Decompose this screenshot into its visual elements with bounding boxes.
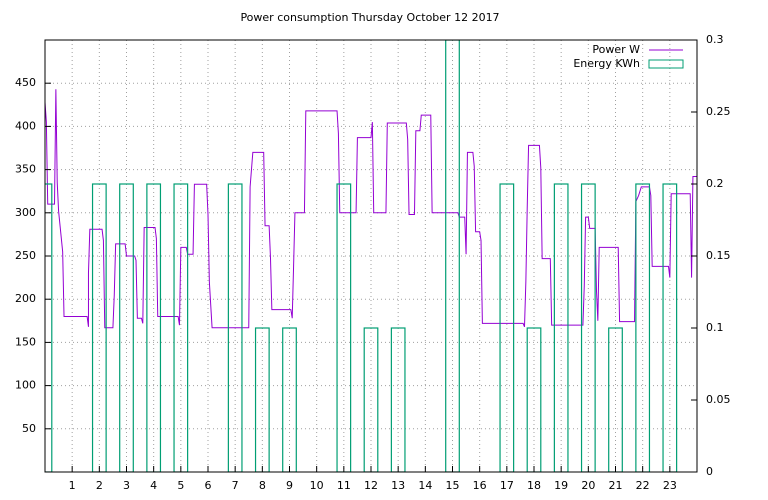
- x-tick-label: 11: [337, 479, 351, 492]
- y-tick-label: 200: [15, 292, 36, 305]
- x-tick-label: 6: [205, 479, 212, 492]
- legend-label: Energy KWh: [573, 57, 640, 70]
- energy-box: [119, 183, 134, 472]
- x-tick-label: 12: [364, 479, 378, 492]
- y-tick-label: 300: [15, 206, 36, 219]
- y2-tick-label: 0: [706, 465, 713, 478]
- plot-area: [45, 40, 697, 472]
- grid: [45, 40, 697, 472]
- power-line: [45, 89, 697, 329]
- energy-box: [608, 327, 623, 472]
- energy-box: [146, 183, 162, 472]
- x-tick-label: 19: [554, 479, 568, 492]
- chart-title: Power consumption Thursday October 12 20…: [240, 11, 499, 24]
- x-tick-label: 13: [391, 479, 405, 492]
- y-tick-label: 400: [15, 119, 36, 132]
- energy-box: [336, 183, 352, 472]
- energy-box: [499, 183, 515, 472]
- x-tick-label: 17: [500, 479, 514, 492]
- x-tick-label: 23: [663, 479, 677, 492]
- x-tick-label: 8: [259, 479, 266, 492]
- x-tick-label: 1: [69, 479, 76, 492]
- x-tick-label: 18: [527, 479, 541, 492]
- energy-box: [254, 327, 270, 472]
- y2-tick-label: 0.2: [706, 177, 724, 190]
- y-tick-label: 250: [15, 249, 36, 262]
- x-tick-label: 16: [473, 479, 487, 492]
- energy-box: [227, 183, 243, 472]
- x-tick-label: 21: [609, 479, 623, 492]
- y2-tick-label: 0.3: [706, 33, 724, 46]
- x-tick-label: 2: [96, 479, 103, 492]
- energy-box: [553, 183, 569, 472]
- legend-label: Power W: [592, 43, 640, 56]
- y-tick-label: 150: [15, 335, 36, 348]
- energy-box: [363, 327, 379, 472]
- legend-swatch: [648, 59, 684, 69]
- x-tick-label: 14: [418, 479, 432, 492]
- x-tick-label: 4: [150, 479, 157, 492]
- y-tick-label: 100: [15, 379, 36, 392]
- energy-box: [282, 327, 297, 472]
- energy-box: [526, 327, 542, 472]
- energy-box: [662, 183, 678, 472]
- x-tick-label: 5: [177, 479, 184, 492]
- x-tick-label: 20: [581, 479, 595, 492]
- y-tick-label: 350: [15, 163, 36, 176]
- energy-box: [580, 183, 596, 472]
- x-tick-label: 22: [636, 479, 650, 492]
- x-tick-label: 3: [123, 479, 130, 492]
- energy-box: [635, 183, 651, 472]
- energy-box: [390, 327, 406, 472]
- energy-box: [91, 183, 107, 472]
- energy-box: [173, 183, 189, 472]
- x-tick-label: 9: [286, 479, 293, 492]
- x-tick-label: 7: [232, 479, 239, 492]
- y-tick-label: 50: [22, 422, 36, 435]
- y2-tick-label: 0.25: [706, 105, 731, 118]
- energy-box: [445, 40, 460, 472]
- y2-tick-label: 0.15: [706, 249, 731, 262]
- y2-tick-label: 0.1: [706, 321, 724, 334]
- x-tick-label: 10: [310, 479, 324, 492]
- x-tick-label: 15: [446, 479, 460, 492]
- energy-box: [45, 183, 53, 472]
- y2-tick-label: 0.05: [706, 393, 731, 406]
- y-tick-label: 450: [15, 76, 36, 89]
